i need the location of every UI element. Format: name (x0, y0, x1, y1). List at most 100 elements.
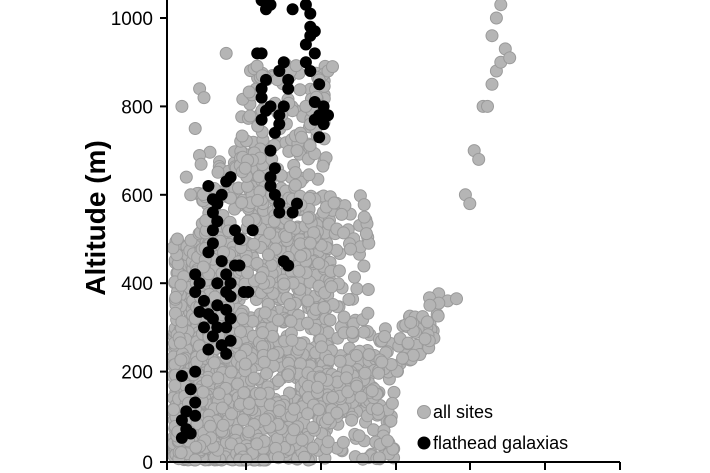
data-point-flathead-galaxias (233, 259, 246, 272)
data-point-all-sites (485, 29, 499, 43)
data-point-all-sites (301, 316, 314, 330)
data-point-flathead-galaxias (224, 334, 237, 347)
data-point-all-sites (281, 368, 295, 382)
data-point-all-sites (384, 414, 398, 428)
data-point-all-sites (189, 440, 203, 454)
data-point-all-sites (372, 451, 386, 465)
data-point-flathead-galaxias (322, 109, 334, 122)
data-point-all-sites (481, 99, 494, 113)
data-point-all-sites (261, 248, 275, 262)
data-point-all-sites (489, 11, 503, 25)
data-point-all-sites (387, 385, 401, 399)
legend-label-all-sites: all sites (433, 402, 493, 422)
data-point-all-sites (337, 226, 351, 240)
data-point-all-sites (260, 367, 273, 381)
data-point-flathead-galaxias (220, 303, 233, 316)
data-point-all-sites (359, 227, 373, 241)
data-point-all-sites (295, 433, 309, 447)
data-point-flathead-galaxias (224, 171, 237, 184)
data-point-flathead-galaxias (233, 233, 246, 245)
data-point-all-sites (381, 434, 394, 448)
data-point-all-sites (287, 402, 301, 416)
data-point-all-sites (316, 159, 330, 173)
data-point-flathead-galaxias (215, 255, 228, 268)
data-point-flathead-galaxias (308, 47, 321, 60)
legend-marker-all-sites (417, 405, 431, 419)
data-point-all-sites (406, 348, 420, 362)
data-point-flathead-galaxias (277, 56, 290, 69)
data-point-flathead-galaxias (304, 65, 317, 77)
data-point-all-sites (306, 441, 320, 455)
data-point-all-sites (322, 353, 336, 367)
data-point-flathead-galaxias (224, 312, 237, 325)
data-point-all-sites (241, 266, 254, 280)
data-point-all-sites (332, 264, 346, 278)
data-point-flathead-galaxias (260, 73, 272, 86)
data-point-all-sites (211, 165, 225, 179)
data-point-flathead-galaxias (313, 131, 326, 144)
data-point-flathead-galaxias (246, 224, 259, 237)
data-point-flathead-galaxias (273, 206, 286, 219)
data-point-all-sites (345, 413, 359, 427)
data-point-all-sites (197, 91, 211, 105)
data-point-all-sites (358, 366, 372, 380)
data-point-all-sites (344, 242, 357, 256)
points-layer (166, 0, 517, 467)
data-point-flathead-galaxias (202, 246, 215, 259)
data-point-all-sites (288, 178, 302, 192)
data-point-all-sites (404, 316, 418, 329)
data-point-all-sites (357, 259, 371, 273)
data-point-all-sites (325, 280, 338, 294)
data-point-all-sites (396, 351, 410, 365)
data-point-all-sites (175, 315, 189, 329)
data-point-all-sites (327, 196, 341, 210)
data-point-flathead-galaxias (220, 268, 233, 281)
data-point-all-sites (503, 51, 517, 65)
data-point-flathead-galaxias (206, 224, 219, 237)
data-point-all-sites (169, 290, 183, 304)
data-point-all-sites (216, 418, 230, 432)
data-point-all-sites (283, 298, 297, 311)
data-point-all-sites (271, 451, 285, 465)
y-tick-label: 600 (121, 186, 153, 207)
data-point-all-sites (378, 330, 392, 343)
data-point-all-sites (311, 380, 324, 394)
data-point-all-sites (196, 260, 210, 274)
data-point-all-sites (219, 46, 233, 60)
data-point-all-sites (362, 348, 376, 362)
data-point-all-sites (285, 333, 299, 347)
data-point-all-sites (323, 313, 337, 327)
data-point-all-sites (357, 210, 371, 224)
data-point-flathead-galaxias (286, 3, 299, 16)
data-point-flathead-galaxias (282, 82, 295, 95)
data-point-all-sites (188, 122, 202, 135)
data-point-flathead-galaxias (198, 321, 210, 334)
data-point-all-sites (235, 196, 249, 210)
y-tick-label: 1000 (111, 9, 153, 30)
y-tick-label: 400 (121, 274, 153, 295)
data-point-all-sites (312, 256, 326, 270)
data-point-flathead-galaxias (180, 405, 193, 418)
data-point-all-sites (361, 283, 375, 296)
data-point-all-sites (301, 294, 315, 308)
data-point-all-sites (431, 309, 445, 323)
data-point-flathead-galaxias (264, 144, 277, 157)
data-point-flathead-galaxias (255, 47, 268, 60)
data-point-all-sites (287, 423, 301, 437)
legend: all sites flathead galaxias (417, 402, 568, 453)
data-point-flathead-galaxias (273, 197, 286, 210)
data-point-all-sites (174, 353, 188, 367)
data-point-flathead-galaxias (202, 180, 215, 192)
data-point-all-sites (302, 168, 316, 182)
data-point-all-sites (303, 236, 317, 250)
data-point-flathead-galaxias (211, 321, 224, 334)
data-point-all-sites (170, 232, 184, 246)
data-point-all-sites (168, 379, 182, 393)
data-point-all-sites (211, 371, 225, 385)
data-point-all-sites (283, 220, 297, 234)
data-point-all-sites (196, 385, 210, 399)
data-point-all-sites (335, 207, 349, 221)
data-point-all-sites (315, 340, 328, 354)
data-point-all-sites (277, 277, 291, 291)
